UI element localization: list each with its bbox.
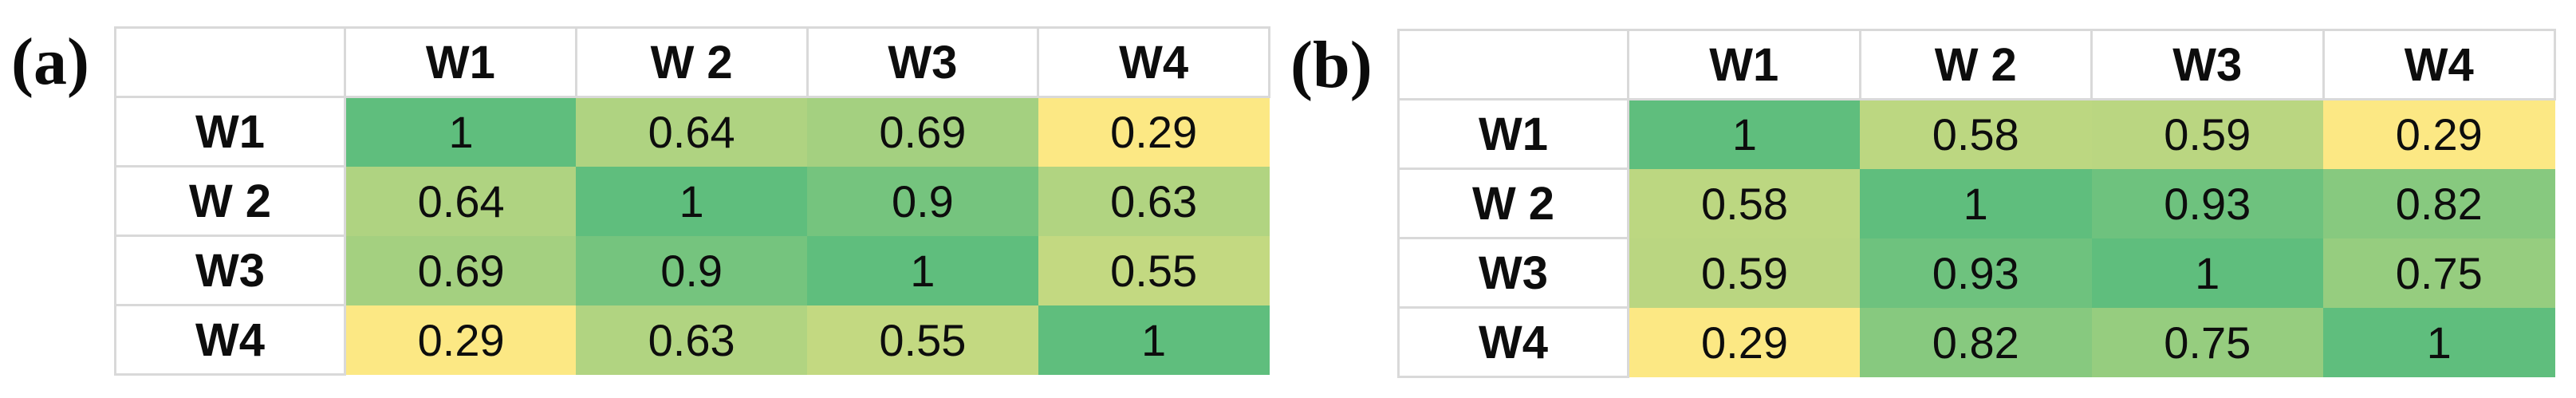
value-cell: 0.64 [576, 97, 807, 167]
value-cell: 0.29 [345, 305, 577, 375]
header-row: W1 W 2 W3 W4 [1397, 29, 2556, 100]
value-cell: 0.93 [1860, 238, 2092, 308]
column-header: W 2 [574, 26, 809, 98]
row-header: W 2 [114, 165, 346, 237]
value-cell: 1 [345, 97, 577, 167]
row-header: W4 [1397, 306, 1629, 378]
matrix-row: W 2 0.58 1 0.93 0.82 [1397, 167, 2555, 239]
value-cell: 0.69 [345, 235, 577, 305]
value-cell: 0.75 [2091, 307, 2323, 377]
column-header: W3 [2090, 29, 2325, 100]
value-cell: 0.75 [2323, 238, 2555, 308]
value-cell: 1 [2091, 238, 2323, 308]
value-cell: 0.59 [1628, 238, 1860, 308]
header-row: W1 W 2 W3 W4 [114, 26, 1270, 98]
matrix-row: W4 0.29 0.63 0.55 1 [114, 304, 1270, 376]
column-header: W 2 [1858, 29, 2093, 100]
corner-cell [114, 26, 346, 98]
value-cell: 0.29 [2323, 99, 2555, 169]
column-header: W1 [1627, 29, 1861, 100]
value-cell: 0.55 [1038, 235, 1270, 305]
row-header: W4 [114, 304, 346, 376]
column-header: W1 [344, 26, 577, 98]
row-header: W1 [114, 96, 346, 167]
value-cell: 1 [1860, 168, 2092, 238]
value-cell: 1 [807, 235, 1038, 305]
column-header: W4 [1037, 26, 1270, 98]
value-cell: 1 [1628, 99, 1860, 169]
value-cell: 0.29 [1628, 307, 1860, 377]
matrix-row: W1 1 0.64 0.69 0.29 [114, 96, 1270, 167]
row-header: W1 [1397, 98, 1629, 170]
value-cell: 0.29 [1038, 97, 1270, 167]
row-header: W 2 [1397, 167, 1629, 239]
value-cell: 0.59 [2091, 99, 2323, 169]
matrix-row: W1 1 0.58 0.59 0.29 [1397, 98, 2555, 170]
panel-label-a: (a) [11, 25, 89, 99]
column-header: W4 [2322, 29, 2556, 100]
matrix-row: W3 0.59 0.93 1 0.75 [1397, 237, 2555, 309]
value-cell: 0.82 [1860, 307, 2092, 377]
value-cell: 0.63 [1038, 166, 1270, 236]
correlation-matrix-a: W1 W 2 W3 W4 W1 1 0.64 0.69 0.29 W 2 0.64 1 0.9 0.63 W… [114, 26, 1270, 376]
value-cell: 0.58 [1860, 99, 2092, 169]
value-cell: 0.55 [807, 305, 1038, 375]
correlation-matrix-b: W1 W 2 W3 W4 W1 1 0.58 0.59 0.29 W 2 0.58 1 0.93 0.82… [1397, 29, 2556, 378]
value-cell: 0.63 [576, 305, 807, 375]
row-header: W3 [114, 234, 346, 306]
value-cell: 0.9 [576, 235, 807, 305]
corner-cell [1397, 29, 1629, 100]
matrix-row: W3 0.69 0.9 1 0.55 [114, 234, 1270, 306]
matrix-row: W4 0.29 0.82 0.75 1 [1397, 306, 2555, 378]
value-cell: 1 [2323, 307, 2555, 377]
value-cell: 0.9 [807, 166, 1038, 236]
value-cell: 0.93 [2091, 168, 2323, 238]
panel-label-b: (b) [1290, 28, 1373, 102]
column-header: W3 [805, 26, 1040, 98]
value-cell: 1 [1038, 305, 1270, 375]
row-header: W3 [1397, 237, 1629, 309]
matrix-row: W 2 0.64 1 0.9 0.63 [114, 165, 1270, 237]
value-cell: 0.58 [1628, 168, 1860, 238]
value-cell: 1 [576, 166, 807, 236]
value-cell: 0.82 [2323, 168, 2555, 238]
value-cell: 0.64 [345, 166, 577, 236]
value-cell: 0.69 [807, 97, 1038, 167]
